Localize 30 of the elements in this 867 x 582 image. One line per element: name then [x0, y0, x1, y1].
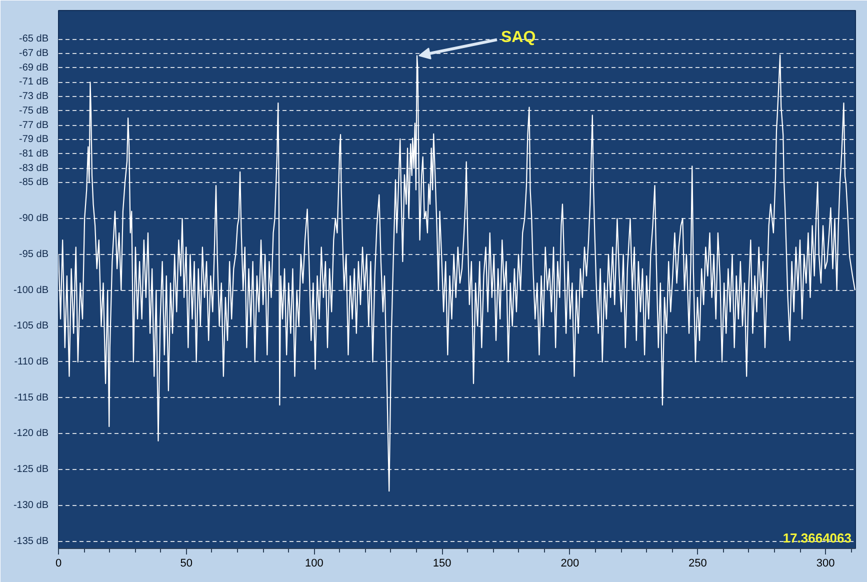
x-tick-label: 50	[180, 558, 192, 570]
y-tick-label: -110 dB	[14, 356, 49, 368]
y-tick-label: -90 dB	[19, 213, 49, 224]
y-tick-label: -67 dB	[19, 48, 49, 60]
y-tick-label: -65 dB	[19, 34, 49, 45]
y-tick-label: -69 dB	[19, 62, 49, 74]
x-tick-label: 150	[432, 558, 452, 570]
y-tick-label: -135 dB	[13, 536, 49, 547]
y-tick-label: -105 dB	[13, 320, 49, 332]
y-tick-label: -79 dB	[19, 134, 49, 146]
y-tick-label: -95 dB	[19, 248, 49, 260]
y-tick-label: -77 dB	[19, 120, 49, 131]
annotation: SAQ	[500, 29, 536, 46]
y-tick-label: -81 dB	[19, 148, 49, 160]
y-tick-label: -71 dB	[19, 76, 49, 88]
x-tick-label: 300	[816, 558, 835, 570]
y-tick-label: -130 dB	[13, 500, 49, 511]
y-tick-label: -120 dB	[13, 428, 49, 440]
y-tick-label: -83 dB	[19, 162, 49, 174]
y-tick-label: -115 dB	[14, 392, 49, 404]
y-tick-label: -85 dB	[19, 177, 49, 188]
x-tick-label: 250	[688, 558, 707, 570]
y-tick-label: -75 dB	[19, 105, 49, 116]
y-tick-label: -100 dB	[13, 284, 49, 296]
x-tick-label: 0	[55, 558, 62, 570]
x-tick-label: 100	[305, 558, 324, 570]
y-tick-label: -125 dB	[13, 464, 49, 476]
x-tick-label: 200	[560, 558, 580, 570]
annotation: 17.3664063	[782, 530, 852, 546]
y-tick-label: -73 dB	[19, 91, 49, 102]
